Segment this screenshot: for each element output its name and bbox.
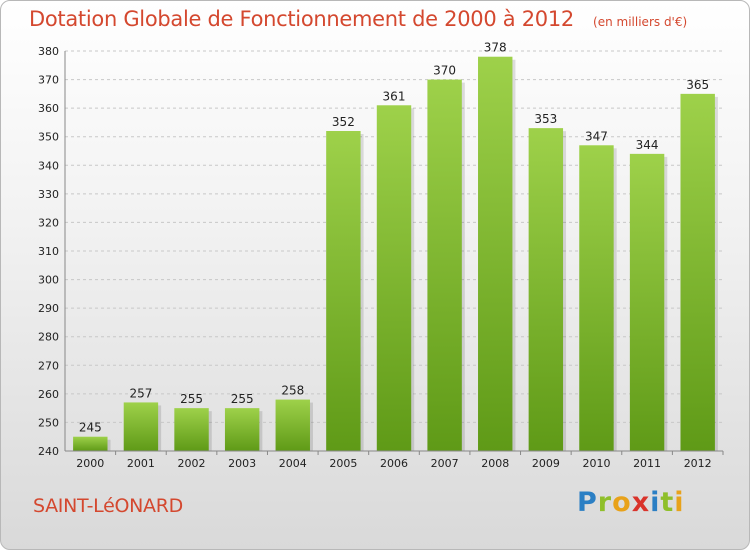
value-label: 370 xyxy=(433,64,456,78)
value-label: 353 xyxy=(534,112,557,126)
x-tick-label: 2011 xyxy=(633,457,661,470)
bar xyxy=(275,399,310,451)
value-label: 255 xyxy=(231,392,254,406)
y-tick-label: 300 xyxy=(38,274,59,287)
x-tick-label: 2007 xyxy=(431,457,459,470)
y-tick-label: 270 xyxy=(38,359,59,372)
bar xyxy=(174,408,209,451)
bar xyxy=(376,105,412,452)
value-label: 245 xyxy=(79,421,102,435)
y-tick-label: 360 xyxy=(38,102,59,115)
y-tick-label: 240 xyxy=(38,445,59,458)
x-tick-label: 2003 xyxy=(228,457,256,470)
y-tick-label: 320 xyxy=(38,216,59,229)
y-tick-label: 260 xyxy=(38,388,59,401)
logo-letter: P xyxy=(577,487,598,518)
bar xyxy=(629,153,665,451)
chart-title: Dotation Globale de Fonctionnement de 20… xyxy=(29,7,574,31)
x-tick-label: 2005 xyxy=(329,457,357,470)
value-label: 344 xyxy=(636,138,659,152)
bar xyxy=(427,79,462,452)
x-tick-label: 2004 xyxy=(279,457,307,470)
y-tick-label: 370 xyxy=(38,74,59,87)
x-tick-label: 2002 xyxy=(178,457,206,470)
logo-letter: i xyxy=(674,487,685,518)
logo-letter: r xyxy=(597,487,613,518)
bar xyxy=(224,408,260,451)
value-label: 347 xyxy=(585,129,608,143)
bar xyxy=(528,128,564,451)
x-tick-label: 2010 xyxy=(582,457,610,470)
bar xyxy=(326,131,361,451)
value-label: 258 xyxy=(281,384,304,398)
bar xyxy=(579,145,614,452)
value-label: 365 xyxy=(686,78,709,92)
y-tick-label: 340 xyxy=(38,159,59,172)
bar xyxy=(123,402,159,451)
bar xyxy=(73,436,108,451)
x-tick-label: 2001 xyxy=(127,457,155,470)
y-tick-label: 310 xyxy=(38,245,59,258)
x-tick-label: 2009 xyxy=(532,457,560,470)
y-tick-label: 250 xyxy=(38,416,59,429)
value-label: 257 xyxy=(129,386,152,400)
bar xyxy=(478,56,513,451)
y-tick-label: 280 xyxy=(38,331,59,344)
value-label: 352 xyxy=(332,115,355,129)
logo-letter: i xyxy=(650,487,661,518)
title-row: Dotation Globale de Fonctionnement de 20… xyxy=(29,7,687,31)
y-tick-label: 330 xyxy=(38,188,59,201)
x-tick-label: 2000 xyxy=(76,457,104,470)
commune-name: SAINT-LéONARD xyxy=(33,495,183,517)
value-label: 361 xyxy=(383,89,406,103)
logo-letter: t xyxy=(660,487,675,518)
x-tick-label: 2006 xyxy=(380,457,408,470)
value-label: 255 xyxy=(180,392,203,406)
x-tick-label: 2008 xyxy=(481,457,509,470)
bar xyxy=(680,93,715,451)
y-tick-label: 380 xyxy=(38,45,59,58)
y-tick-label: 290 xyxy=(38,302,59,315)
value-label: 378 xyxy=(484,41,507,55)
logo-letter: o xyxy=(612,487,632,518)
chart-subtitle: (en milliers d'€) xyxy=(593,15,688,29)
y-tick-label: 350 xyxy=(38,131,59,144)
x-tick-label: 2012 xyxy=(684,457,712,470)
logo-letter: x xyxy=(631,487,651,518)
proxiti-logo: Proxiti xyxy=(577,487,685,518)
